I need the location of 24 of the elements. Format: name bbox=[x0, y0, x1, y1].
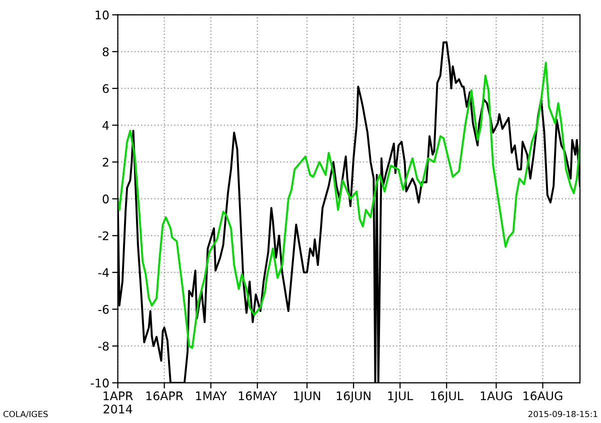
line-series bbox=[118, 62, 580, 349]
x-tick-label: 1AUG bbox=[480, 391, 512, 400]
y-tick-label: 0 bbox=[102, 194, 109, 204]
text: COLA/IGES bbox=[3, 410, 48, 418]
y-tick-label: 2 bbox=[102, 158, 108, 166]
y-tick-label: -4 bbox=[98, 268, 109, 277]
y-tick-label: 10 bbox=[96, 10, 109, 20]
y-tick-label: 4 bbox=[102, 121, 109, 130]
y-tick-label: -10 bbox=[90, 378, 109, 388]
y-tick-label: 8 bbox=[102, 47, 109, 56]
y-tick-label: -8 bbox=[98, 342, 109, 351]
x-tick-label: 16APR bbox=[146, 391, 184, 400]
x-tick-label: 1MAY bbox=[196, 392, 227, 400]
y-tick-label: 6 bbox=[102, 84, 109, 94]
y-tick-label: -2 bbox=[98, 231, 108, 240]
y-tick-label: -6 bbox=[98, 304, 109, 314]
x-tick-label: 1JUN bbox=[294, 392, 320, 402]
x-tick-label: 1JUL bbox=[388, 392, 414, 402]
x-tick-label: 16AUG bbox=[524, 391, 562, 400]
text: 2015-09-18-15:1 bbox=[528, 410, 598, 418]
x-tick-label: 1APR 2014 bbox=[104, 392, 133, 414]
x-tick-label: 16JUL bbox=[431, 391, 464, 402]
x-tick-label: 16MAY bbox=[238, 391, 278, 400]
x-tick-label: 16JUN bbox=[336, 391, 370, 402]
